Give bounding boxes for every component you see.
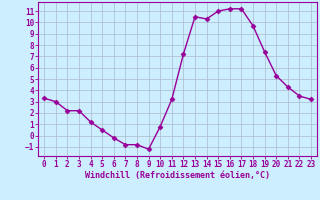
X-axis label: Windchill (Refroidissement éolien,°C): Windchill (Refroidissement éolien,°C): [85, 171, 270, 180]
